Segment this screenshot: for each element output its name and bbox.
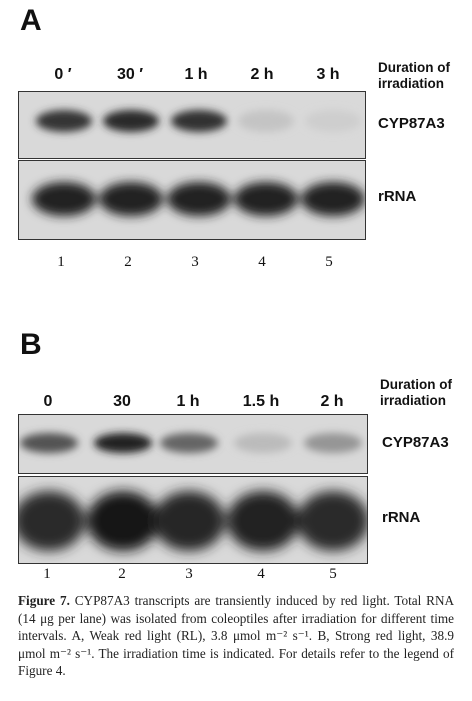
panel-b-lane-number-3: 3 [174,566,204,583]
panel-b-cyp-label: CYP87A3 [382,434,449,452]
panel-b-cyp-band-5 [304,433,362,453]
panel-b-rrna-band-4 [227,491,299,551]
panel-b-duration-label-line-2: irradiation [380,393,446,409]
panel-b-lane-number-2: 2 [107,566,137,583]
panel-a-duration-label-line-2: irradiation [378,76,444,92]
panel-a-rrna-bands [19,161,365,239]
panel-a-lane-number-2: 2 [113,254,143,271]
panel-b-lane-5-label: 2 h [302,393,362,411]
panel-a-rrna-band-1 [32,182,96,216]
panel-a-lane-number-5: 5 [314,254,344,271]
panel-b-lane-1-label: 0 [18,393,78,411]
panel-b-cyp-bands [19,415,367,473]
panel-a-lane-number-1: 1 [46,254,76,271]
panel-a-cyp-band-2 [103,110,159,132]
panel-b-rrna-band-2 [87,491,159,551]
panel-b-cyp-band-3 [160,433,218,453]
panel-b-cyp-band-4 [234,433,292,453]
panel-b-cyp-band-2 [94,433,152,453]
panel-a-rrna-band-3 [167,182,231,216]
panel-a-rrna-label: rRNA [378,188,416,206]
panel-a-duration-label-line-1: Duration of [378,60,450,76]
figure-caption-text: CYP87A3 transcripts are transiently indu… [18,593,454,678]
panel-b-lane-4-label: 1.5 h [231,393,291,411]
panel-a-lane-3-label: 1 h [166,66,226,84]
panel-a-rrna-blot [18,160,366,240]
figure-caption: Figure 7. CYP87A3 transcripts are transi… [18,592,454,680]
panel-b-rrna-band-5 [297,491,367,551]
panel-a-lane-4-label: 2 h [232,66,292,84]
panel-b-letter: B [20,330,42,360]
panel-b-rrna-bands [19,477,367,563]
panel-b-lane-2-label: 30 [92,393,152,411]
panel-a-cyp-band-3 [171,110,227,132]
panel-a-letter: A [20,6,42,36]
panel-b-cyp-blot [18,414,368,474]
panel-a-cyp-band-4 [238,110,294,132]
panel-b-rrna-label: rRNA [382,509,420,527]
panel-a-cyp-label: CYP87A3 [378,115,445,133]
panel-a-cyp-band-1 [36,110,92,132]
panel-a-cyp-blot [18,91,366,159]
panel-b-rrna-band-3 [153,491,225,551]
panel-a-rrna-band-4 [234,182,298,216]
panel-b-rrna-band-1 [19,491,85,551]
panel-b-cyp-band-1 [20,433,78,453]
panel-a-lane-5-label: 3 h [298,66,358,84]
panel-a-lane-2-label: 30 ′ [100,66,160,84]
figure-caption-label: Figure 7. [18,593,70,608]
panel-b-lane-number-4: 4 [246,566,276,583]
panel-b-lane-3-label: 1 h [158,393,218,411]
panel-b-lane-number-1: 1 [32,566,62,583]
panel-b-duration-label-line-1: Duration of [380,377,452,393]
panel-a-cyp-band-5 [305,110,361,132]
panel-a-lane-number-4: 4 [247,254,277,271]
panel-a-lane-1-label: 0 ′ [33,66,93,84]
panel-a-rrna-band-2 [99,182,163,216]
panel-a-rrna-band-5 [301,182,365,216]
panel-a-cyp-bands [19,92,365,158]
panel-a-lane-number-3: 3 [180,254,210,271]
panel-b-rrna-blot [18,476,368,564]
panel-b-lane-number-5: 5 [318,566,348,583]
